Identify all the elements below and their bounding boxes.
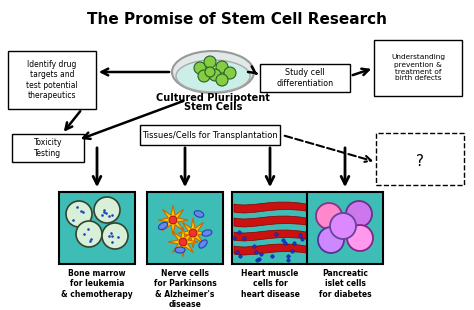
Polygon shape: [158, 205, 188, 235]
Circle shape: [205, 67, 215, 77]
Circle shape: [189, 229, 197, 237]
Text: Nerve cells
for Parkinsons
& Alzheimer's
disease: Nerve cells for Parkinsons & Alzheimer's…: [154, 269, 216, 309]
Ellipse shape: [175, 247, 185, 253]
Ellipse shape: [172, 51, 254, 93]
Circle shape: [209, 69, 221, 81]
Circle shape: [169, 216, 177, 224]
FancyBboxPatch shape: [147, 192, 223, 264]
Circle shape: [316, 203, 342, 229]
FancyBboxPatch shape: [59, 192, 135, 264]
Circle shape: [347, 225, 373, 251]
Text: Tissues/Cells for Transplantation: Tissues/Cells for Transplantation: [142, 131, 278, 140]
FancyBboxPatch shape: [376, 133, 464, 185]
Circle shape: [216, 61, 228, 73]
Circle shape: [318, 227, 344, 253]
Circle shape: [102, 223, 128, 249]
Polygon shape: [178, 218, 208, 248]
Text: Understanding
prevention &
treatment of
birth defects: Understanding prevention & treatment of …: [391, 55, 445, 82]
Ellipse shape: [158, 222, 168, 230]
Text: Bone marrow
for leukemia
& chemotherapy: Bone marrow for leukemia & chemotherapy: [61, 269, 133, 299]
Circle shape: [66, 201, 92, 227]
Circle shape: [346, 201, 372, 227]
PathPatch shape: [234, 202, 306, 213]
Circle shape: [76, 221, 102, 247]
PathPatch shape: [234, 230, 306, 241]
Text: The Promise of Stem Cell Research: The Promise of Stem Cell Research: [87, 12, 387, 27]
PathPatch shape: [234, 216, 306, 227]
FancyBboxPatch shape: [374, 40, 462, 96]
Text: Study cell
differentiation: Study cell differentiation: [276, 68, 334, 88]
FancyBboxPatch shape: [260, 64, 350, 92]
PathPatch shape: [234, 244, 306, 255]
Text: Stem Cells: Stem Cells: [184, 102, 242, 112]
Circle shape: [224, 67, 236, 79]
Circle shape: [94, 197, 120, 223]
Ellipse shape: [194, 211, 204, 217]
FancyBboxPatch shape: [8, 51, 96, 109]
Ellipse shape: [202, 230, 212, 236]
Text: Identify drug
targets and
test potential
therapeutics: Identify drug targets and test potential…: [26, 60, 78, 100]
Text: ?: ?: [416, 154, 424, 170]
FancyBboxPatch shape: [12, 134, 84, 162]
Text: Toxicity
Testing: Toxicity Testing: [34, 138, 62, 158]
FancyBboxPatch shape: [307, 192, 383, 264]
Circle shape: [330, 213, 356, 239]
Text: Heart muscle
cells for
heart disease: Heart muscle cells for heart disease: [241, 269, 300, 299]
Circle shape: [216, 74, 228, 86]
Ellipse shape: [176, 60, 250, 92]
Circle shape: [204, 56, 216, 68]
Text: Cultured Pluripotent: Cultured Pluripotent: [156, 93, 270, 103]
Circle shape: [194, 62, 206, 74]
Polygon shape: [168, 227, 198, 257]
FancyBboxPatch shape: [140, 125, 280, 145]
Text: Pancreatic
islet cells
for diabetes: Pancreatic islet cells for diabetes: [319, 269, 371, 299]
Circle shape: [198, 70, 210, 82]
Ellipse shape: [199, 240, 207, 248]
FancyBboxPatch shape: [232, 192, 308, 264]
Circle shape: [179, 238, 187, 246]
